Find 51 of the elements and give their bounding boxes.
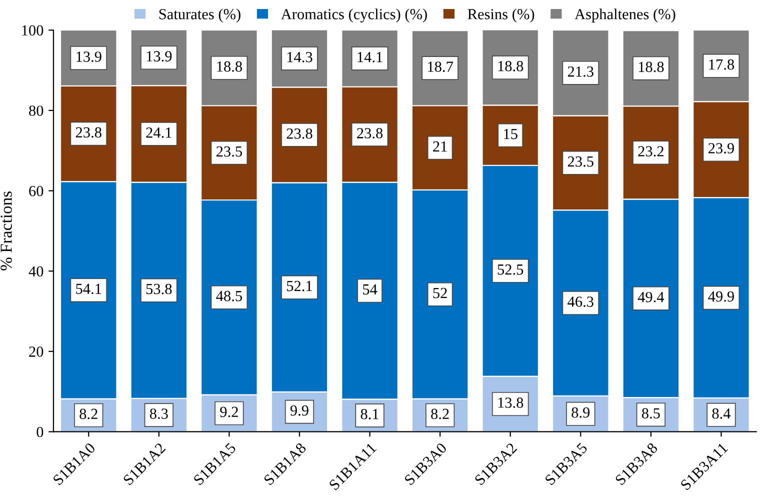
data-label: 8.2 [431,408,449,420]
data-label: 23.5 [568,156,594,167]
data-label: 48.5 [216,290,242,302]
data-label: 23.9 [708,143,734,154]
data-label: 23.8 [76,127,102,138]
data-label: 8.5 [642,408,660,419]
data-label: 23.8 [357,128,383,138]
data-label: 13.9 [146,51,172,62]
legend-label: Saturates (%) [159,8,240,22]
legend-label: Asphaltenes (%) [574,8,676,22]
data-label: 53.8 [146,284,172,294]
data-label: 18.7 [428,62,453,72]
data-label: 49.9 [708,291,734,302]
data-label: 14.3 [287,52,312,62]
data-label: 9.9 [290,405,308,416]
y-tick-label: 20 [29,346,44,357]
data-label: 49.4 [638,292,664,302]
y-tick-label: 100 [22,25,44,36]
data-label: 18.8 [638,62,664,72]
data-label: 21.3 [568,66,594,77]
data-label: 13.8 [498,398,524,408]
data-label: 52 [433,288,447,298]
legend-label: Resins (%) [468,8,534,22]
data-label: 8.4 [712,408,731,419]
data-label: 52.5 [498,264,524,275]
data-label: 8.2 [80,408,98,420]
data-label: 8.3 [150,408,168,419]
data-label: 8.9 [572,407,590,418]
data-label: 13.9 [76,52,102,62]
y-tick-label: 40 [28,266,44,277]
data-label: 18.8 [498,60,524,72]
data-label: 18.8 [217,61,242,72]
data-label: 54.1 [76,284,102,294]
data-label: 14.1 [358,52,382,62]
data-label: 24.1 [146,127,172,138]
data-label: 52.1 [287,280,312,292]
data-label: 23.2 [638,146,664,156]
data-label: 23.5 [216,146,242,157]
data-label: 9.2 [220,406,238,418]
y-tick-label: 0 [36,426,44,438]
y-tick-label: 60 [29,186,44,196]
data-label: 8.1 [360,408,378,420]
data-label: 54 [363,284,378,295]
data-label: 15 [504,128,518,140]
data-label: 46.3 [568,296,594,307]
data-label: 23.8 [286,128,312,139]
legend-label: Aromatics (cyclics) (%) [280,8,427,22]
data-label: 21 [433,141,447,152]
y-tick-label: 80 [29,106,44,116]
y-axis-title: % Fractions [0,191,12,270]
data-label: 17.8 [709,59,734,70]
